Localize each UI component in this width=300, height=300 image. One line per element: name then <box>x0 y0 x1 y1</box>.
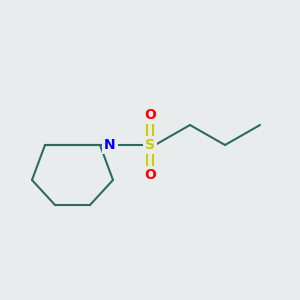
Text: S: S <box>145 138 155 152</box>
Text: O: O <box>144 108 156 122</box>
Text: N: N <box>104 138 116 152</box>
Text: O: O <box>144 168 156 182</box>
